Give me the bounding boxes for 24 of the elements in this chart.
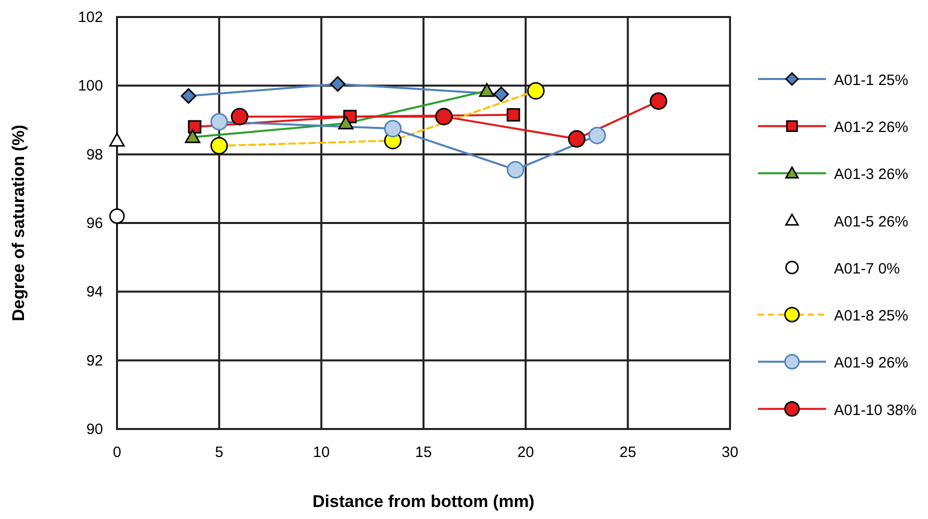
y-tick-label: 92 bbox=[86, 352, 103, 370]
x-tick-label: 30 bbox=[722, 444, 738, 461]
y-tick-label: 96 bbox=[86, 215, 103, 232]
x-tick-label: 5 bbox=[214, 444, 224, 461]
legend-label: A01-1 25% bbox=[834, 72, 908, 89]
legend-label: A01-3 26% bbox=[834, 166, 908, 184]
legend-label: A01-5 26% bbox=[834, 213, 908, 230]
x-axis-title: Distance from bottom (mm) bbox=[312, 492, 534, 511]
legend-label: A01-7 0% bbox=[834, 260, 900, 278]
x-tick-label: 10 bbox=[312, 444, 330, 461]
y-tick-label: 98 bbox=[86, 146, 103, 164]
x-tick-label: 20 bbox=[517, 444, 534, 461]
y-axis-title: Degree of saturation (%) bbox=[9, 124, 28, 322]
y-tick-label: 102 bbox=[78, 9, 103, 26]
x-tick-label: 25 bbox=[619, 444, 636, 461]
legend-label: A01-2 26% bbox=[834, 119, 908, 136]
legend-label: A01-8 25% bbox=[834, 308, 908, 325]
y-tick-label: 100 bbox=[78, 78, 103, 95]
legend-label: A01-10 38% bbox=[834, 402, 917, 419]
y-tick-label: 90 bbox=[86, 421, 103, 438]
x-tick-label: 15 bbox=[415, 444, 432, 461]
legend-label: A01-9 26% bbox=[834, 354, 908, 372]
x-tick-label: 0 bbox=[112, 444, 122, 461]
y-tick-label: 94 bbox=[86, 284, 103, 301]
